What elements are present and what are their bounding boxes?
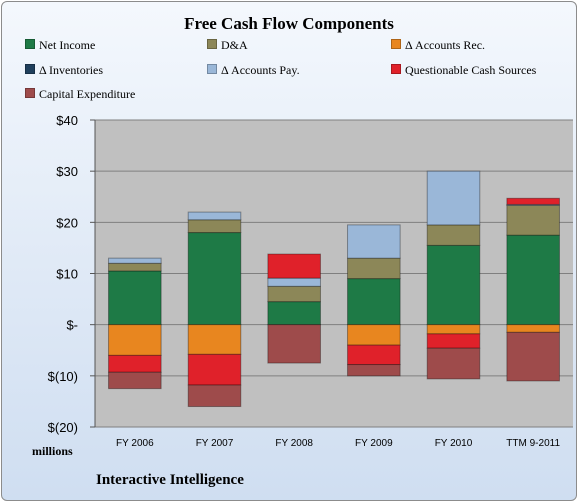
legend-da: D&A — [207, 38, 248, 53]
y-tick-label: $(10) — [48, 369, 78, 384]
legend-label: Δ Accounts Rec. — [405, 38, 486, 52]
bar-segment-accounts-pay — [347, 224, 401, 259]
legend-label: Questionable Cash Sources — [405, 63, 537, 77]
legend-capex: Capital Expenditure — [25, 87, 135, 102]
legend-label: Δ Accounts Pay. — [221, 63, 300, 77]
legend-label: Δ Inventories — [39, 63, 104, 77]
bar-segment-d-a — [267, 285, 321, 303]
x-tick-label: FY 2008 — [275, 438, 313, 449]
units-label: millions — [32, 444, 73, 458]
y-tick-label: $10 — [56, 267, 78, 282]
y-tick-label: $40 — [56, 113, 78, 128]
legend-swatch-net-income — [25, 39, 35, 49]
bar-segment-d-a — [108, 262, 162, 272]
legend-inventories: Δ Inventories — [25, 63, 103, 78]
bar-segment-questionable-cash-sources — [506, 197, 560, 205]
legend-label: Net Income — [39, 38, 96, 52]
bar-segment-accounts-pay — [108, 257, 162, 264]
legend-swatch-capex — [25, 88, 35, 98]
legend-label: D&A — [221, 38, 248, 52]
bar-segment-accounts-pay — [426, 170, 481, 226]
bar-segment-net-income — [506, 234, 560, 326]
x-tick-label: FY 2010 — [435, 438, 473, 449]
bar-segment-net-income — [347, 278, 401, 326]
bar-segment-questionable-cash-sources — [426, 333, 481, 349]
legend-accounts-rec: Δ Accounts Rec. — [391, 38, 485, 53]
bar-segment-capital-expenditure — [267, 324, 321, 364]
bar-segment-capital-expenditure — [187, 384, 242, 408]
bar-segment-capital-expenditure — [108, 371, 162, 390]
bar-segment-accounts-rec — [426, 324, 481, 335]
bar-segment-accounts-rec — [347, 324, 401, 346]
bar-segment-accounts-rec — [108, 324, 162, 356]
y-tick-label: $30 — [56, 164, 78, 179]
bar-segment-capital-expenditure — [347, 364, 401, 377]
x-tick-label: FY 2009 — [355, 438, 393, 449]
legend-accounts-pay: Δ Accounts Pay. — [207, 63, 300, 78]
x-tick-label: FY 2006 — [116, 438, 154, 449]
bar-segment-questionable-cash-sources — [108, 354, 162, 373]
bar-segment-accounts-pay — [267, 277, 321, 287]
legend-swatch-accounts-rec — [391, 39, 401, 49]
legend-questionable: Questionable Cash Sources — [391, 63, 536, 78]
y-tick-label: $20 — [56, 215, 78, 230]
bar-segment-capital-expenditure — [506, 331, 560, 382]
bar-segment-d-a — [187, 219, 242, 234]
y-tick-label: $- — [66, 318, 78, 333]
bar-segment-accounts-pay — [187, 211, 242, 221]
bar-segment-accounts-rec — [506, 324, 560, 333]
bar-segment-d-a — [506, 204, 560, 236]
bar-segment-net-income — [426, 244, 481, 326]
company-name: Interactive Intelligence — [96, 472, 244, 488]
legend-swatch-inventories — [25, 64, 35, 74]
bar-segment-d-a — [347, 257, 401, 280]
legend-net-income: Net Income — [25, 38, 95, 53]
bar-segment-net-income — [187, 232, 242, 326]
bar-segment-questionable-cash-sources — [187, 353, 242, 386]
legend-label: Capital Expenditure — [39, 87, 136, 101]
legend-swatch-questionable — [391, 64, 401, 74]
bar-segment-capital-expenditure — [426, 347, 481, 380]
chart-title: Free Cash Flow Components — [184, 14, 394, 33]
bar-segment-d-a — [426, 224, 481, 246]
bar-segment-accounts-rec — [187, 324, 242, 355]
bar-segment-questionable-cash-sources — [347, 344, 401, 366]
bar-segment-net-income — [108, 270, 162, 326]
legend-swatch-da — [207, 39, 217, 49]
x-tick-label: TTM 9-2011 — [506, 438, 560, 449]
bar-segment-questionable-cash-sources — [267, 253, 321, 279]
y-tick-label: $(20) — [48, 420, 78, 435]
legend-swatch-accounts-pay — [207, 64, 217, 74]
bar-segment-net-income — [267, 301, 321, 326]
x-tick-label: FY 2007 — [196, 438, 234, 449]
